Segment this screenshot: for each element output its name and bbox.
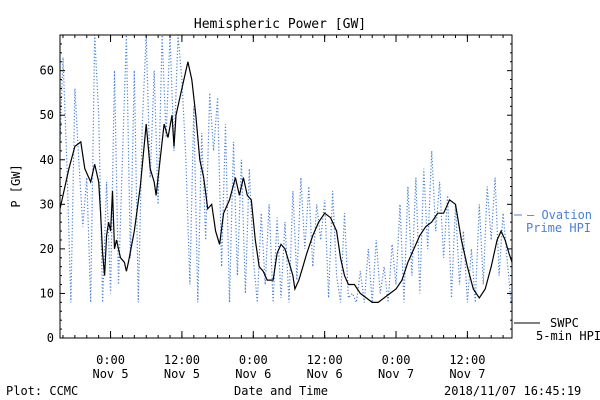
legend-ovation-label-2: Prime HPI	[526, 221, 591, 235]
y-tick-label: 60	[40, 64, 54, 78]
legend-swpc-label-2: 5-min HPI	[536, 329, 600, 343]
x-tick-label: 0:00	[239, 353, 268, 367]
legend-ovation-label: – Ovation	[527, 208, 592, 222]
x-tick-date-label: Nov 6	[235, 367, 271, 381]
series-line-ovation-prime-hpi	[60, 35, 512, 305]
x-tick-date-label: Nov 5	[92, 367, 128, 381]
footer-timestamp: 2018/11/07 16:45:19	[444, 384, 582, 398]
legend: – Ovation Prime HPI SWPC 5-min HPI	[514, 208, 600, 343]
x-axis-label: Date and Time	[234, 384, 328, 398]
x-tick-label: 0:00	[96, 353, 125, 367]
y-tick-label: 50	[40, 108, 54, 122]
y-tick-label: 10	[40, 286, 54, 300]
y-tick-label: 0	[47, 331, 54, 345]
y-tick-label: 30	[40, 197, 54, 211]
x-tick-label: 12:00	[449, 353, 485, 367]
y-tick-label: 20	[40, 242, 54, 256]
plot-frame	[59, 34, 513, 339]
x-tick-date-label: Nov 5	[164, 367, 200, 381]
x-tick-label: 12:00	[307, 353, 343, 367]
x-tick-label: 12:00	[164, 353, 200, 367]
series-line-swpc-5min-hpi	[60, 61, 512, 303]
y-tick-label: 40	[40, 153, 54, 167]
legend-swpc-label: SWPC	[550, 316, 579, 330]
x-tick-label: 0:00	[382, 353, 411, 367]
x-tick-date-label: Nov 7	[378, 367, 414, 381]
footer-credit: Plot: CCMC	[6, 384, 79, 398]
x-tick-date-label: Nov 6	[307, 367, 343, 381]
y-axis-label: P [GW]	[9, 164, 23, 207]
x-tick-date-label: Nov 7	[449, 367, 485, 381]
chart-title: Hemispheric Power [GW]	[194, 17, 366, 32]
